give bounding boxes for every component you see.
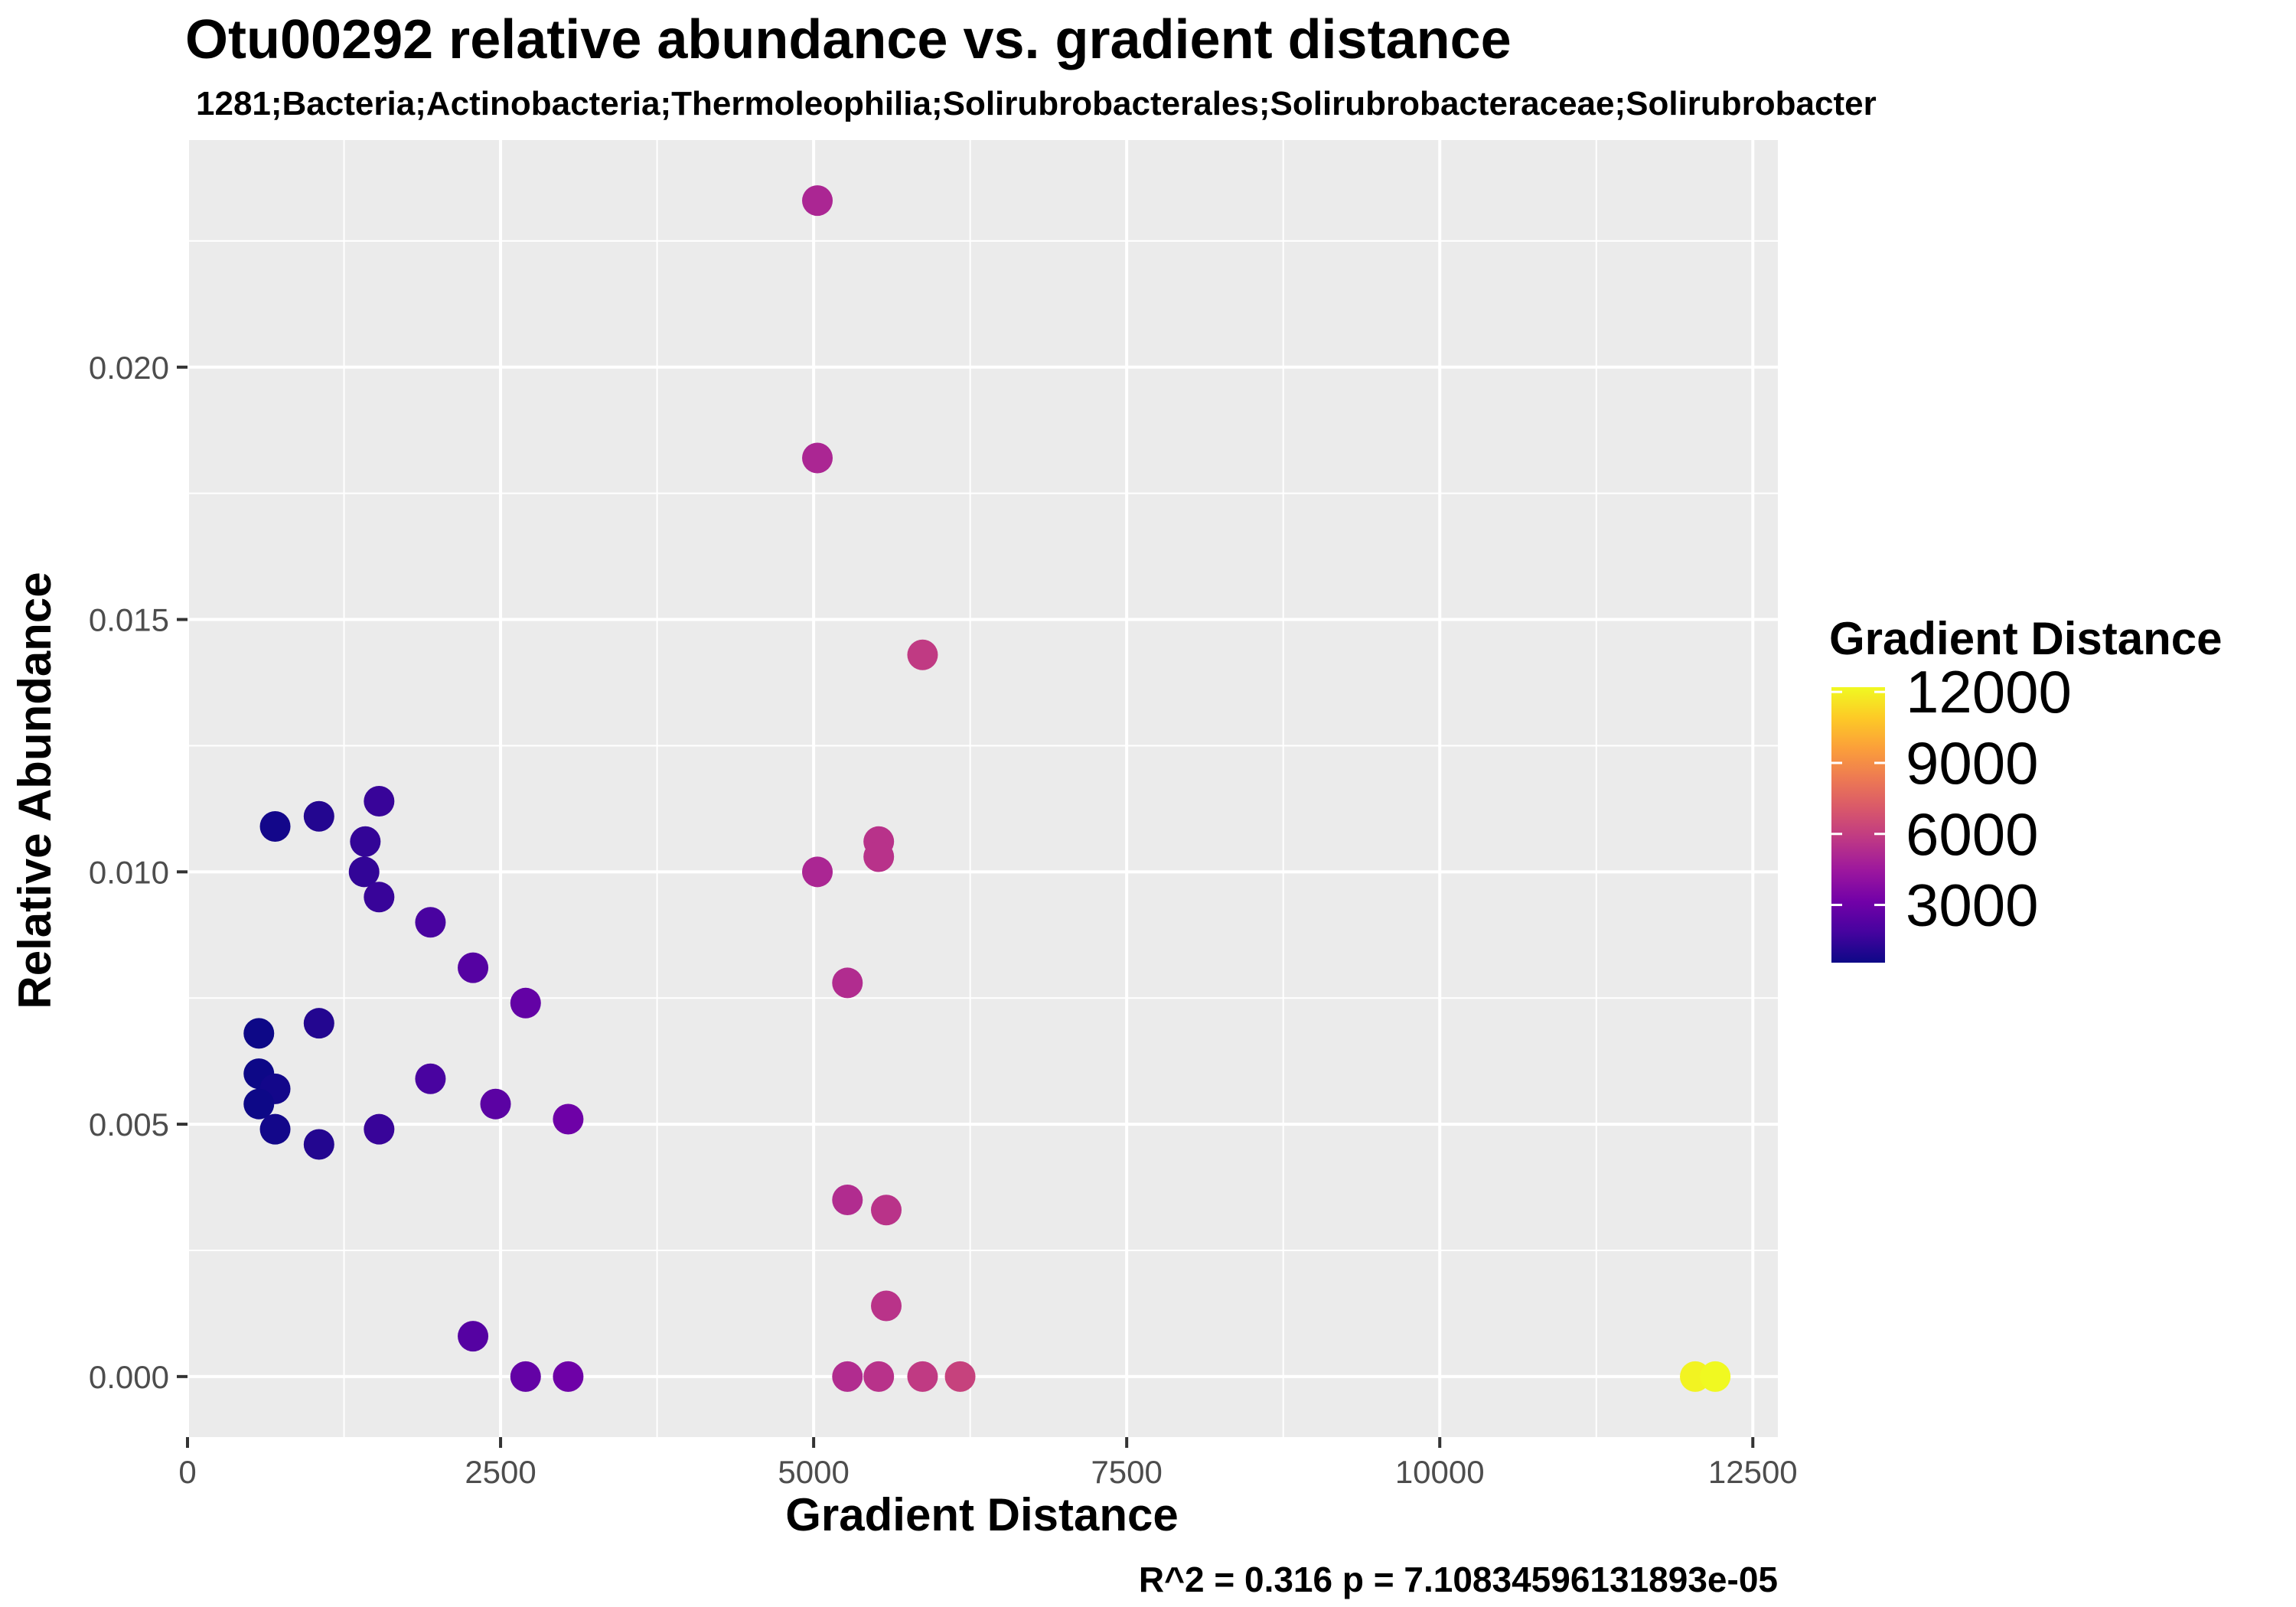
legend-colorbar — [1831, 687, 1885, 963]
data-point — [243, 1018, 275, 1049]
data-point — [802, 442, 833, 474]
legend-title: Gradient Distance — [1829, 613, 2223, 664]
legend-break-label: 6000 — [1906, 800, 2039, 868]
minor-gridlines — [188, 140, 1778, 1437]
y-tick-label: 0.000 — [89, 1359, 169, 1395]
data-point — [907, 1361, 938, 1392]
data-point — [832, 1361, 863, 1392]
stats-caption: R^2 = 0.316 p = 7.10834596131893e-05 — [1139, 1560, 1778, 1599]
data-point — [863, 1361, 895, 1392]
data-point — [458, 952, 489, 983]
data-point — [802, 856, 833, 888]
data-point — [871, 1290, 902, 1322]
y-tick-label: 0.005 — [89, 1107, 169, 1143]
data-point — [303, 1008, 334, 1039]
y-tick-label: 0.015 — [89, 602, 169, 638]
y-tick-label: 0.010 — [89, 854, 169, 890]
legend-break-label: 3000 — [1906, 872, 2039, 939]
data-point — [303, 1129, 334, 1160]
data-point — [553, 1103, 584, 1135]
data-point — [243, 1088, 275, 1120]
data-points — [243, 185, 1731, 1392]
data-point — [871, 1195, 902, 1226]
data-point — [350, 826, 381, 857]
data-point — [415, 1063, 446, 1094]
data-point — [480, 1088, 511, 1120]
data-point — [458, 1321, 489, 1352]
legend-break-label: 12000 — [1906, 658, 2072, 725]
y-tick-label: 0.020 — [89, 350, 169, 386]
data-point — [364, 785, 395, 817]
major-gridlines — [186, 140, 1778, 1437]
x-tick-label: 10000 — [1395, 1454, 1485, 1490]
x-tick-label: 7500 — [1091, 1454, 1162, 1490]
data-point — [907, 639, 938, 670]
data-point — [415, 907, 446, 938]
x-axis-title: Gradient Distance — [785, 1489, 1179, 1540]
data-point — [364, 882, 395, 913]
y-axis: 0.000 0.005 0.010 0.015 0.020 — [89, 350, 188, 1395]
data-point — [510, 1361, 541, 1392]
y-axis-title: Relative Abundance — [9, 572, 60, 1009]
x-tick-label: 5000 — [778, 1454, 849, 1490]
x-tick-label: 2500 — [465, 1454, 536, 1490]
data-point — [863, 841, 895, 872]
x-axis: 0 2500 5000 7500 10000 12500 — [178, 1437, 1798, 1490]
x-tick-label: 12500 — [1708, 1454, 1798, 1490]
data-point — [802, 185, 833, 217]
data-point — [1700, 1361, 1731, 1392]
data-point — [510, 987, 541, 1019]
legend-break-label: 9000 — [1906, 729, 2039, 797]
chart-title: Otu00292 relative abundance vs. gradient… — [185, 9, 1512, 70]
plot-panel — [188, 140, 1778, 1437]
data-point — [259, 810, 291, 842]
data-point — [832, 967, 863, 999]
data-point — [944, 1361, 976, 1392]
data-point — [303, 800, 334, 832]
x-tick-label: 0 — [178, 1454, 196, 1490]
data-point — [553, 1361, 584, 1392]
chart-subtitle: 1281;Bacteria;Actinobacteria;Thermoleoph… — [196, 85, 1877, 122]
data-point — [348, 856, 380, 888]
data-point — [832, 1185, 863, 1216]
data-point — [259, 1113, 291, 1145]
data-point — [364, 1113, 395, 1145]
